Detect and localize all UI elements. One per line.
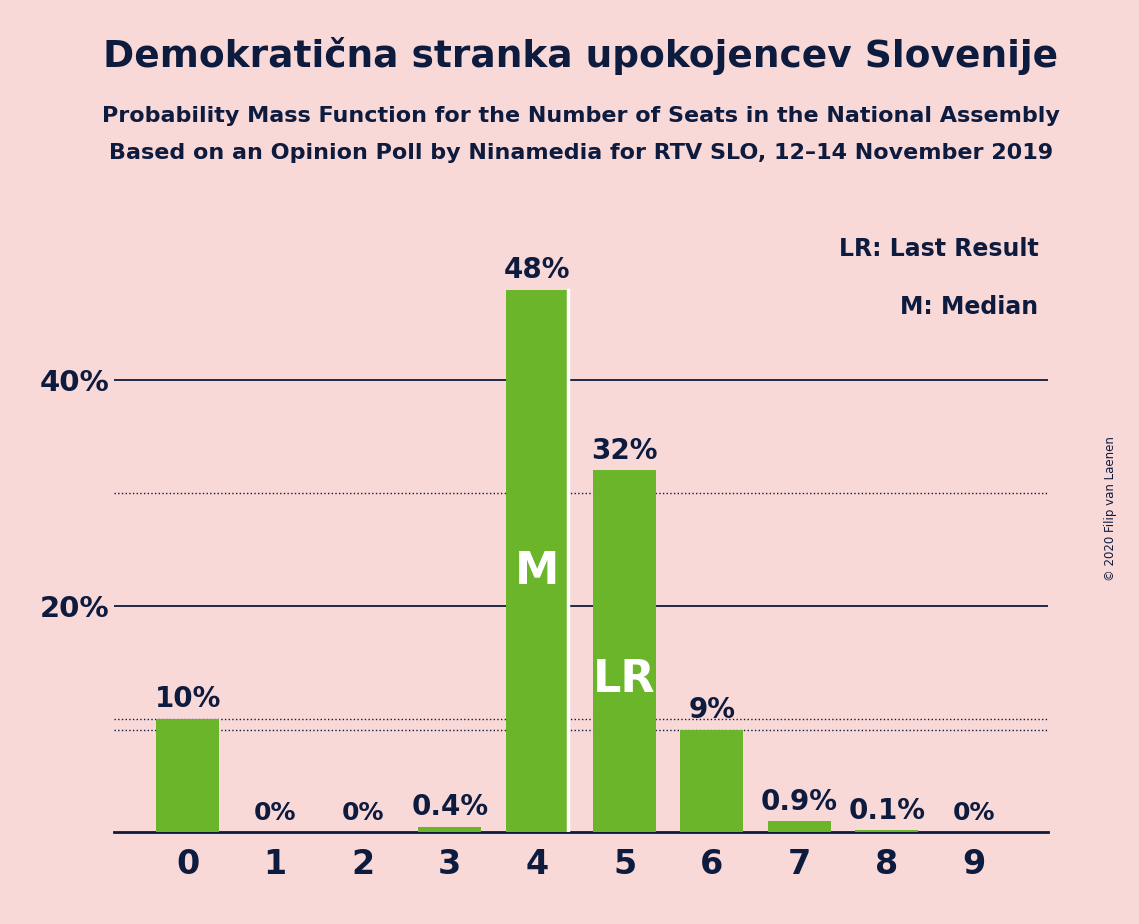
Text: © 2020 Filip van Laenen: © 2020 Filip van Laenen — [1104, 436, 1117, 580]
Text: 0.4%: 0.4% — [411, 794, 489, 821]
Text: Based on an Opinion Poll by Ninamedia for RTV SLO, 12–14 November 2019: Based on an Opinion Poll by Ninamedia fo… — [109, 143, 1052, 164]
Text: LR: Last Result: LR: Last Result — [838, 237, 1039, 261]
Text: 32%: 32% — [591, 436, 658, 465]
Bar — [593, 470, 656, 832]
Text: Probability Mass Function for the Number of Seats in the National Assembly: Probability Mass Function for the Number… — [103, 106, 1059, 127]
Bar — [418, 827, 482, 832]
Text: 10%: 10% — [155, 685, 221, 713]
Text: 9%: 9% — [688, 697, 736, 724]
Text: 48%: 48% — [503, 256, 571, 284]
Bar — [680, 730, 744, 832]
Text: 0.9%: 0.9% — [761, 788, 838, 816]
Text: Demokratična stranka upokojencev Slovenije: Demokratična stranka upokojencev Sloveni… — [104, 37, 1058, 75]
Bar — [156, 719, 219, 832]
Bar — [506, 289, 568, 832]
Bar — [768, 821, 830, 832]
Text: 0.1%: 0.1% — [849, 796, 925, 825]
Text: 0%: 0% — [254, 801, 296, 825]
Text: 0%: 0% — [952, 801, 995, 825]
Text: M: Median: M: Median — [901, 295, 1039, 319]
Text: 0%: 0% — [342, 801, 384, 825]
Text: M: M — [515, 550, 559, 593]
Bar — [855, 831, 918, 832]
Text: LR: LR — [593, 658, 656, 701]
